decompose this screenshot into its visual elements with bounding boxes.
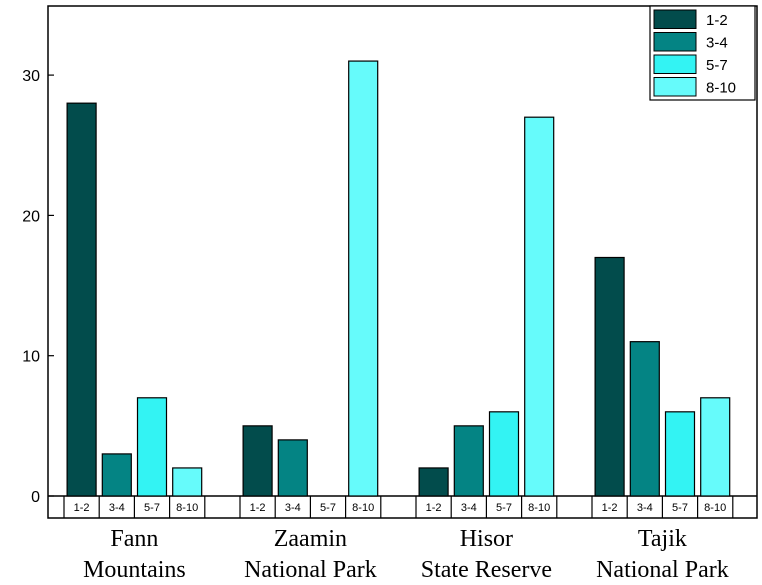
bar-1-3-4 <box>101 453 132 497</box>
y-tick-label: 10 <box>22 349 40 366</box>
bar-3-1-2 <box>418 467 449 497</box>
group-label-line2: Mountains <box>83 557 186 583</box>
sub-label: 1-2 <box>74 502 90 514</box>
legend-label: 1-2 <box>706 12 728 29</box>
sub-label: 3-4 <box>637 502 653 514</box>
sub-label: 1-2 <box>250 502 266 514</box>
legend-swatch <box>653 32 697 52</box>
bar-2-3-4 <box>277 439 308 497</box>
y-tick-label: 20 <box>22 208 40 225</box>
bar-2-1-2 <box>242 425 273 497</box>
sub-label: 3-4 <box>109 502 125 514</box>
legend-label: 3-4 <box>706 35 728 52</box>
sub-label: 3-4 <box>461 502 477 514</box>
legend-swatch <box>653 77 697 97</box>
y-tick-label: 30 <box>22 68 40 85</box>
legend-label: 5-7 <box>706 57 728 74</box>
sub-label: 8-10 <box>176 502 198 514</box>
group-label-line1: Hisor <box>460 526 513 552</box>
bar-3-5-7 <box>488 411 520 497</box>
y-tick-label: 0 <box>31 489 40 506</box>
sub-label: 5-7 <box>672 502 688 514</box>
sub-label: 1-2 <box>426 502 442 514</box>
y-axis: 0 10 20 30 <box>22 68 54 506</box>
sub-label: 8-10 <box>528 502 550 514</box>
group-label-line1: Fann <box>110 526 158 552</box>
bar-4-8-10 <box>700 397 731 497</box>
group-label-line1: Tajik <box>638 526 687 552</box>
group-label-line1: Zaamin <box>274 526 347 552</box>
sub-label: 3-4 <box>285 502 301 514</box>
bar-2-8-10 <box>348 60 379 497</box>
group-label-line2: National Park <box>596 557 729 583</box>
bar-4-1-2 <box>594 256 625 497</box>
sub-label: 1-2 <box>602 502 618 514</box>
bar-4-3-4 <box>629 341 660 497</box>
sub-label: 8-10 <box>704 502 726 514</box>
bars <box>66 60 731 497</box>
bar-1-1-2 <box>66 102 97 497</box>
group-label-line2: National Park <box>244 557 377 583</box>
plot-frame <box>47 5 758 519</box>
sub-label: 5-7 <box>496 502 512 514</box>
sub-label: 5-7 <box>144 502 160 514</box>
bar-4-5-7 <box>664 411 696 497</box>
bar-3-3-4 <box>453 425 484 497</box>
sub-labels: 1-2 3-4 5-7 8-10 1-2 3-4 5-7 8-10 1-2 3-4 5-7 8-10 1… <box>63 496 734 518</box>
legend: 1-2 3-4 5-7 8-10 <box>649 5 756 101</box>
bar-1-5-7 <box>136 397 168 497</box>
bar-3-8-10 <box>524 116 555 497</box>
bar-1-8-10 <box>172 467 203 497</box>
sub-label: 5-7 <box>320 502 336 514</box>
group-labels: Fann Mountains Zaamin National Park Hisor Sta… <box>83 526 729 583</box>
legend-swatch <box>653 54 697 74</box>
legend-label: 8-10 <box>706 80 736 97</box>
legend-swatch <box>653 9 697 29</box>
sub-label: 8-10 <box>352 502 374 514</box>
group-label-line2: State Reserve <box>421 557 552 583</box>
